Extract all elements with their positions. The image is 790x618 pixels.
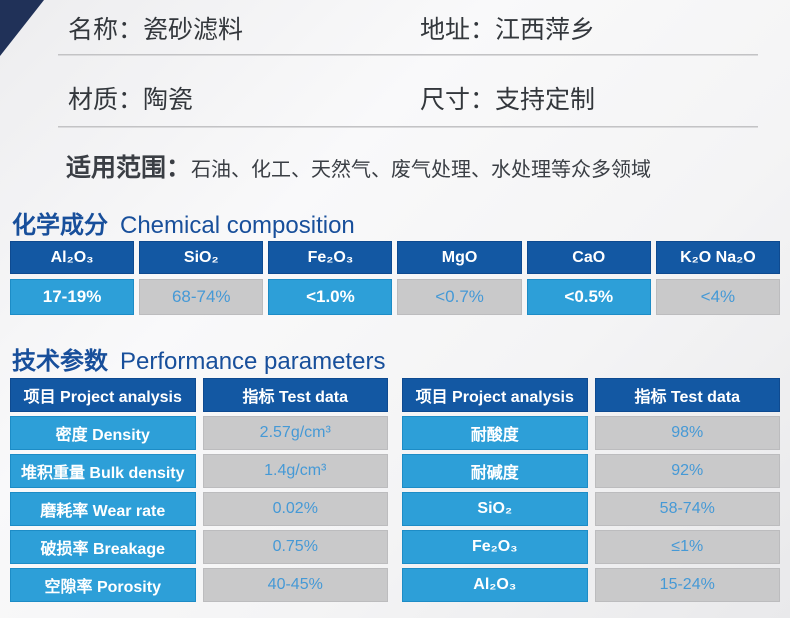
chem-value-cao: <0.5% — [526, 279, 651, 315]
size-row: 尺寸：支持定制 — [420, 80, 595, 116]
performance-title-zh: 技术参数 — [12, 348, 108, 375]
scope-label: 适用范围： — [66, 154, 192, 182]
perf-row-breakage-label: 破损率 Breakage — [10, 530, 196, 564]
chem-header-al2o3: Al₂O₃ — [10, 241, 135, 274]
chem-header-cao: CaO — [526, 241, 651, 274]
perf-row-alkali-resistance-value: 92% — [594, 454, 780, 488]
chem-header-sio2: SiO₂ — [139, 241, 264, 274]
chemical-composition-table: Al₂O₃ 17-19% SiO₂ 68-74% Fe₂O₃ <1.0% MgO… — [10, 241, 780, 315]
address-value: 江西萍乡 — [495, 16, 596, 44]
address-row: 地址：江西萍乡 — [420, 10, 595, 46]
scope-value: 石油、化工、天然气、废气处理、水处理等众多领域 — [191, 159, 652, 181]
chem-value-k2o-na2o: <4% — [655, 279, 780, 315]
application-scope-row: 适用范围：石油、化工、天然气、废气处理、水处理等众多领域 — [66, 148, 651, 184]
perf-row-bulk-density-label: 堆积重量 Bulk density — [10, 454, 196, 488]
perf-row-porosity-value: 40-45% — [202, 568, 388, 602]
chem-value-mgo: <0.7% — [397, 279, 522, 315]
perf-right-project-header: 项目 Project analysis — [402, 378, 588, 412]
size-label: 尺寸： — [420, 86, 496, 114]
performance-title-en: Performance parameters — [120, 348, 386, 375]
perf-row-porosity-label: 空隙率 Porosity — [10, 568, 196, 602]
perf-row-density-label: 密度 Density — [10, 416, 196, 450]
perf-row-al2o3-value: 15-24% — [594, 568, 780, 602]
divider-line-1 — [58, 54, 758, 56]
chemical-title-zh: 化学成分 — [12, 212, 108, 239]
perf-row-sio2-label: SiO₂ — [402, 492, 588, 526]
material-label: 材质： — [68, 86, 144, 114]
perf-row-acid-resistance-label: 耐酸度 — [402, 416, 588, 450]
chemical-title-en: Chemical composition — [120, 212, 355, 239]
performance-tables: 项目 Project analysis 指标 Test data 密度 Dens… — [10, 378, 780, 602]
chem-header-k2o-na2o: K₂O Na₂O — [655, 241, 780, 274]
perf-row-wear-rate-label: 磨耗率 Wear rate — [10, 492, 196, 526]
product-name-label: 名称： — [68, 16, 144, 44]
chem-header-fe2o3: Fe₂O₃ — [268, 241, 393, 274]
chem-value-sio2: 68-74% — [139, 279, 264, 315]
corner-accent-triangle — [0, 0, 44, 56]
perf-row-density-value: 2.57g/cm³ — [202, 416, 388, 450]
perf-row-sio2-value: 58-74% — [594, 492, 780, 526]
perf-right-test-header: 指标 Test data — [594, 378, 780, 412]
material-value: 陶瓷 — [143, 86, 194, 114]
material-row: 材质：陶瓷 — [68, 80, 193, 116]
perf-row-alkali-resistance-label: 耐碱度 — [402, 454, 588, 488]
performance-section-title: 技术参数 Performance parameters — [12, 341, 385, 376]
perf-row-fe2o3-value: ≤1% — [594, 530, 780, 564]
perf-left-project-header: 项目 Project analysis — [10, 378, 196, 412]
performance-table-left: 项目 Project analysis 指标 Test data 密度 Dens… — [10, 378, 388, 602]
product-name-value: 瓷砂滤料 — [143, 16, 244, 44]
size-value: 支持定制 — [495, 86, 596, 114]
perf-row-bulk-density-value: 1.4g/cm³ — [202, 454, 388, 488]
chem-value-al2o3: 17-19% — [10, 279, 135, 315]
performance-table-right: 项目 Project analysis 指标 Test data 耐酸度 98%… — [402, 378, 780, 602]
product-name-row: 名称：瓷砂滤料 — [68, 10, 243, 46]
chem-value-fe2o3: <1.0% — [268, 279, 393, 315]
chemical-section-title: 化学成分 Chemical composition — [12, 205, 355, 240]
perf-row-breakage-value: 0.75% — [202, 530, 388, 564]
perf-row-al2o3-label: Al₂O₃ — [402, 568, 588, 602]
divider-line-2 — [58, 126, 758, 128]
perf-row-wear-rate-value: 0.02% — [202, 492, 388, 526]
address-label: 地址： — [420, 16, 496, 44]
perf-left-test-header: 指标 Test data — [202, 378, 388, 412]
chem-header-mgo: MgO — [397, 241, 522, 274]
perf-row-acid-resistance-value: 98% — [594, 416, 780, 450]
perf-row-fe2o3-label: Fe₂O₃ — [402, 530, 588, 564]
